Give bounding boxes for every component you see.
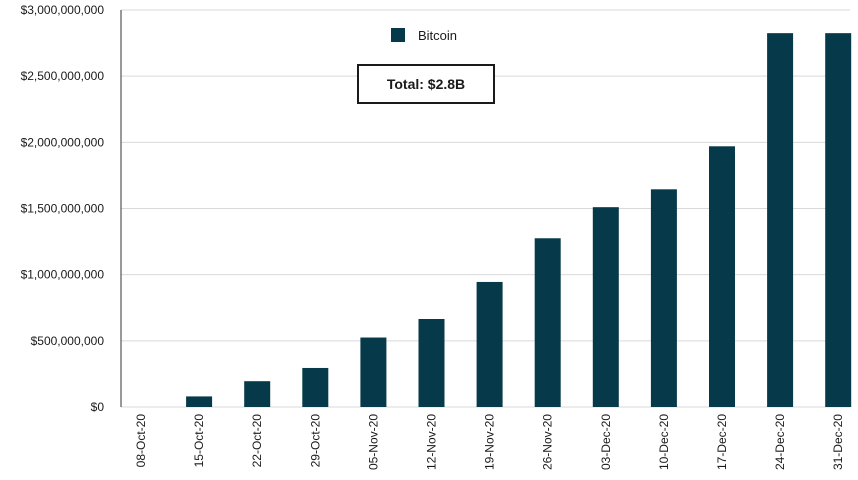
- bar-15-Oct-20: [186, 396, 213, 407]
- x-tick-label: 26-Nov-20: [541, 414, 555, 470]
- y-tick-label: $2,000,000,000: [21, 135, 105, 149]
- x-tick-label: 22-Oct-20: [250, 414, 264, 468]
- x-tick-label: 29-Oct-20: [308, 414, 322, 468]
- y-tick-label: $0: [91, 400, 105, 414]
- x-tick-label: 08-Oct-20: [134, 414, 148, 468]
- bar-24-Dec-20: [767, 33, 794, 408]
- legend-label-bitcoin: Bitcoin: [418, 28, 457, 43]
- bar-03-Dec-20: [592, 207, 619, 407]
- x-tick-label: 31-Dec-20: [831, 414, 845, 470]
- x-tick-label: 05-Nov-20: [366, 414, 380, 470]
- y-tick-label: $1,000,000,000: [21, 268, 105, 282]
- legend-swatch-bitcoin: [391, 28, 405, 42]
- x-axis-ticks: 08-Oct-20 15-Oct-20 22-Oct-20 29-Oct-20 05-N…: [134, 414, 845, 470]
- bar-19-Nov-20: [476, 281, 503, 407]
- bars: [186, 33, 852, 408]
- y-tick-label: $3,000,000,000: [21, 3, 105, 17]
- bar-12-Nov-20: [418, 318, 445, 407]
- bar-05-Nov-20: [360, 337, 387, 407]
- bar-17-Dec-20: [709, 146, 735, 407]
- bar-10-Dec-20: [650, 189, 677, 407]
- x-tick-label: 24-Dec-20: [773, 414, 787, 470]
- total-annotation-text: Total: $2.8B: [386, 76, 466, 92]
- x-tick-label: 19-Nov-20: [483, 414, 497, 470]
- x-tick-label: 03-Dec-20: [599, 414, 613, 470]
- x-tick-label: 12-Nov-20: [425, 414, 439, 470]
- total-annotation: Total: $2.8B: [357, 64, 495, 104]
- x-tick-label: 10-Dec-20: [657, 414, 671, 470]
- bar-22-Oct-20: [244, 381, 271, 407]
- x-tick-label: 17-Dec-20: [715, 414, 729, 470]
- y-tick-label: $500,000,000: [31, 334, 105, 348]
- bar-29-Oct-20: [302, 367, 329, 407]
- legend: Bitcoin: [391, 28, 457, 43]
- bar-31-Dec-20: [825, 33, 852, 408]
- bar-26-Nov-20: [534, 238, 561, 407]
- y-axis-ticks: $0 $500,000,000 $1,000,000,000 $1,500,000,0…: [21, 3, 105, 414]
- y-tick-label: $1,500,000,000: [21, 202, 105, 216]
- y-tick-label: $2,500,000,000: [21, 69, 105, 83]
- x-tick-label: 15-Oct-20: [192, 414, 206, 468]
